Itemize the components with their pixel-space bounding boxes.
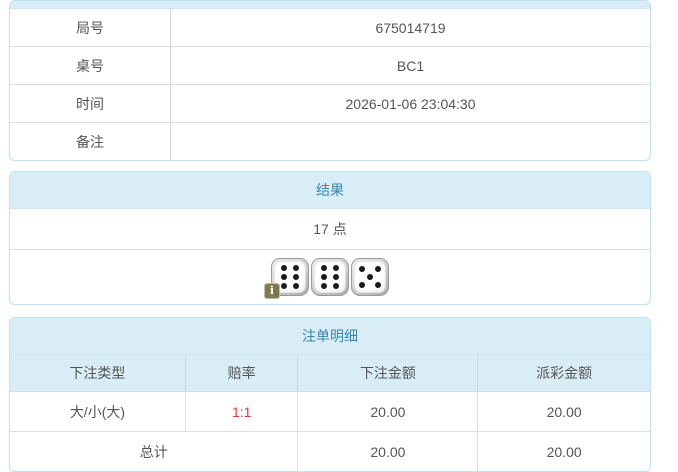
bet-details-title: 注单明细 <box>10 318 650 355</box>
die-pip <box>333 265 340 272</box>
die-pip <box>320 274 327 280</box>
die-pip <box>320 265 327 272</box>
die-pip <box>333 274 340 280</box>
panel-header-strip <box>10 1 650 9</box>
die-pip <box>293 274 300 280</box>
dice-row: i <box>10 250 650 304</box>
die-pip <box>333 282 340 289</box>
page: 局号 675014719 桌号 BC1 时间 2026-01-06 23:04:… <box>9 0 651 472</box>
col-odds: 赔率 <box>184 355 298 392</box>
info-row-time: 时间 2026-01-06 23:04:30 <box>10 84 650 123</box>
info-row-remark: 备注 <box>10 122 650 160</box>
total-payout-value: 20.00 <box>477 431 650 471</box>
die-pip <box>375 282 381 288</box>
die-pip <box>320 282 327 289</box>
die-pip <box>359 266 365 272</box>
total-label: 总计 <box>10 431 298 471</box>
bets-header-row: 下注类型 赔率 下注金额 派彩金额 <box>10 355 650 392</box>
die-5-icon <box>351 258 389 296</box>
bet-details-panel: 注单明细 下注类型 赔率 下注金额 派彩金额 大/小(大) 1:1 20.00 … <box>9 317 651 472</box>
table-id-value: BC1 <box>170 46 650 85</box>
bet-row: 大/小(大) 1:1 20.00 20.00 <box>10 391 650 432</box>
die-face <box>354 261 386 293</box>
remark-label: 备注 <box>10 122 171 160</box>
col-payout-amount: 派彩金额 <box>477 355 650 392</box>
table-id-label: 桌号 <box>10 46 171 85</box>
die-pip <box>280 265 287 272</box>
result-points: 17 点 <box>10 209 650 250</box>
col-bet-amount: 下注金额 <box>297 355 478 392</box>
die-pip <box>280 282 287 289</box>
time-value: 2026-01-06 23:04:30 <box>170 84 650 123</box>
col-bet-type: 下注类型 <box>10 355 186 392</box>
bet-type-value: 大/小(大) <box>69 403 126 420</box>
die-6-icon <box>311 258 349 296</box>
bets-table: 下注类型 赔率 下注金额 派彩金额 大/小(大) 1:1 20.00 20.00… <box>10 355 650 471</box>
game-info-panel: 局号 675014719 桌号 BC1 时间 2026-01-06 23:04:… <box>9 0 651 161</box>
bet-payout-value: 20.00 <box>477 391 650 432</box>
die-pip <box>293 265 300 272</box>
result-panel: 结果 17 点 i <box>9 171 651 305</box>
die-pip <box>280 274 287 280</box>
total-amount-value: 20.00 <box>297 431 478 471</box>
die-pip <box>375 266 381 272</box>
die-face <box>314 261 346 293</box>
info-row-table-id: 桌号 BC1 <box>10 46 650 85</box>
time-label: 时间 <box>10 84 171 123</box>
info-badge-icon[interactable]: i <box>264 283 280 299</box>
remark-value <box>170 122 650 160</box>
bet-amount-value: 20.00 <box>297 391 478 432</box>
game-id-label: 局号 <box>10 9 171 47</box>
dice-group: i <box>264 258 389 299</box>
info-row-game-id: 局号 675014719 <box>10 9 650 47</box>
game-id-value: 675014719 <box>375 19 446 36</box>
total-row: 总计 20.00 20.00 <box>10 431 650 471</box>
die-pip <box>359 282 365 288</box>
game-info-table: 局号 675014719 桌号 BC1 时间 2026-01-06 23:04:… <box>10 9 650 160</box>
die-pip <box>367 274 373 280</box>
die-pip <box>293 282 300 289</box>
result-title: 结果 <box>10 172 650 209</box>
bet-odds-value: 1:1 <box>184 391 298 432</box>
